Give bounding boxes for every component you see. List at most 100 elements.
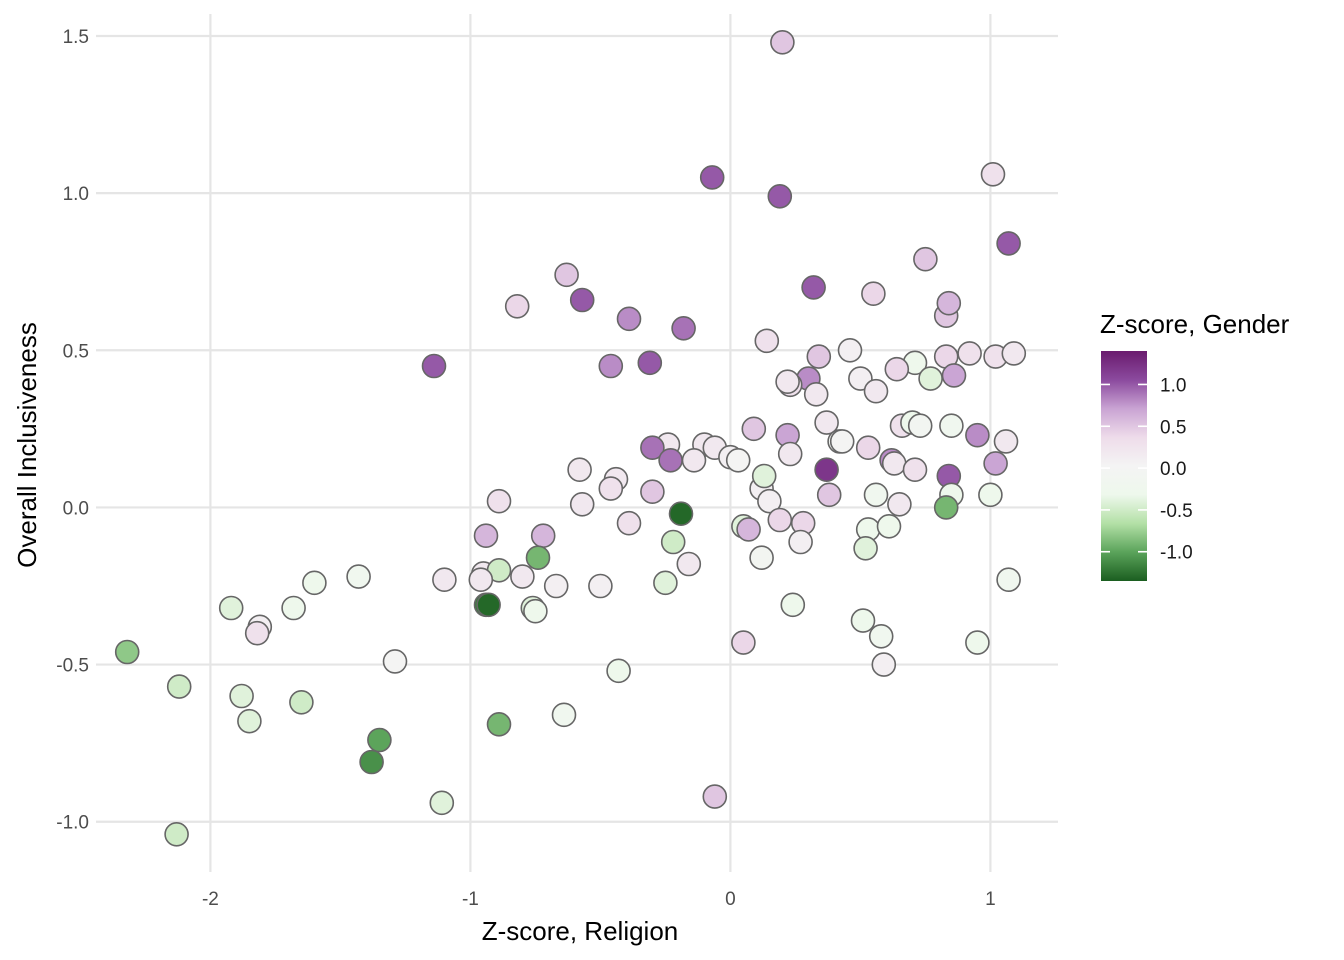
data-point: [551, 702, 577, 728]
data-point: [757, 488, 782, 514]
data-point: [554, 262, 579, 288]
data-point: [486, 488, 512, 514]
data-point: [699, 165, 725, 190]
data-point: [887, 491, 912, 517]
data-point: [637, 350, 663, 376]
legend-tick-label: 0.0: [1160, 459, 1186, 480]
data-point: [281, 595, 306, 621]
data-point: [473, 523, 499, 549]
y-tick-label: 0.5: [63, 341, 89, 362]
data-point: [777, 441, 803, 467]
color-legend: Z-score, Gender 1.0 0.5 0.0 -0.5 -1.0: [1100, 309, 1290, 581]
data-point: [941, 363, 967, 388]
data-point: [770, 29, 795, 55]
data-point: [289, 689, 314, 715]
data-point: [660, 529, 686, 555]
data-point: [996, 567, 1021, 593]
data-point: [754, 328, 780, 354]
data-point: [616, 306, 642, 332]
data-point: [468, 567, 494, 593]
data-point: [780, 592, 806, 618]
data-point: [884, 356, 910, 382]
data-point: [237, 708, 262, 734]
data-point: [993, 429, 1019, 454]
data-point: [861, 281, 886, 307]
y-tick-label: 1.0: [63, 184, 89, 205]
legend-ticks: 1.0 0.5 0.0 -0.5 -1.0: [1101, 375, 1193, 564]
data-point: [653, 570, 678, 596]
grid: [96, 14, 1058, 872]
data-point: [933, 495, 959, 520]
data-point: [598, 476, 624, 501]
data-point: [731, 630, 756, 655]
data-point: [829, 429, 855, 454]
data-point: [957, 341, 982, 366]
data-point: [671, 315, 696, 341]
data-point: [816, 482, 842, 508]
data-point: [749, 545, 774, 571]
data-point: [676, 551, 702, 577]
legend-tick-label: 1.0: [1160, 375, 1186, 396]
data-point: [244, 620, 270, 646]
data-point: [523, 598, 548, 624]
data-point: [569, 287, 595, 313]
data-point: [863, 378, 889, 404]
data-point: [302, 570, 327, 596]
data-point: [736, 517, 761, 542]
x-tick-label: -1: [462, 889, 479, 910]
data-point: [863, 482, 889, 508]
data-point: [881, 451, 907, 476]
data-point: [775, 369, 800, 395]
data-point: [983, 451, 1008, 476]
data-point: [525, 545, 551, 571]
data-point: [530, 523, 556, 549]
data-point: [814, 457, 839, 483]
y-tick-label: -0.5: [56, 656, 89, 677]
x-tick-label: -2: [202, 889, 219, 910]
data-point: [429, 790, 455, 816]
data-point: [476, 592, 501, 618]
data-point: [767, 183, 793, 209]
x-tick-label: 1: [985, 889, 996, 910]
data-point: [801, 275, 826, 300]
x-axis-tick-labels: -2 -1 0 1: [202, 889, 996, 910]
data-point: [164, 821, 189, 847]
data-point: [616, 510, 642, 536]
data-point: [751, 463, 777, 489]
y-axis-title: Overall Inclusiveness: [12, 322, 42, 568]
data-point: [504, 293, 530, 319]
data-point: [788, 529, 813, 555]
data-point: [567, 457, 592, 483]
data-point: [668, 501, 694, 527]
data-point: [229, 683, 254, 709]
data-point: [996, 231, 1021, 256]
data-point: [569, 491, 595, 517]
data-point: [218, 595, 244, 621]
y-tick-label: 0.0: [63, 498, 89, 519]
data-point: [640, 435, 665, 461]
data-point: [855, 435, 881, 461]
data-point: [978, 482, 1003, 508]
y-tick-label: 1.5: [63, 27, 89, 48]
data-points: [114, 29, 1027, 847]
y-axis-tick-labels: -1.0 -0.5 0.0 0.5 1.0 1.5: [56, 27, 89, 834]
data-point: [980, 161, 1006, 187]
legend-tick-label: -0.5: [1160, 501, 1193, 522]
data-point: [767, 507, 793, 533]
data-point: [702, 784, 728, 809]
data-point: [1001, 341, 1027, 366]
data-point: [871, 652, 897, 677]
data-point: [741, 416, 767, 442]
data-point: [346, 564, 371, 589]
data-point: [939, 413, 964, 439]
data-point: [640, 479, 665, 505]
data-point: [902, 457, 928, 483]
data-point: [606, 658, 631, 684]
data-point: [803, 381, 829, 407]
data-point: [806, 344, 832, 369]
data-point: [510, 564, 535, 589]
data-point: [543, 573, 569, 599]
legend-tick-label: 0.5: [1160, 417, 1186, 438]
legend-title: Z-score, Gender: [1100, 309, 1290, 339]
